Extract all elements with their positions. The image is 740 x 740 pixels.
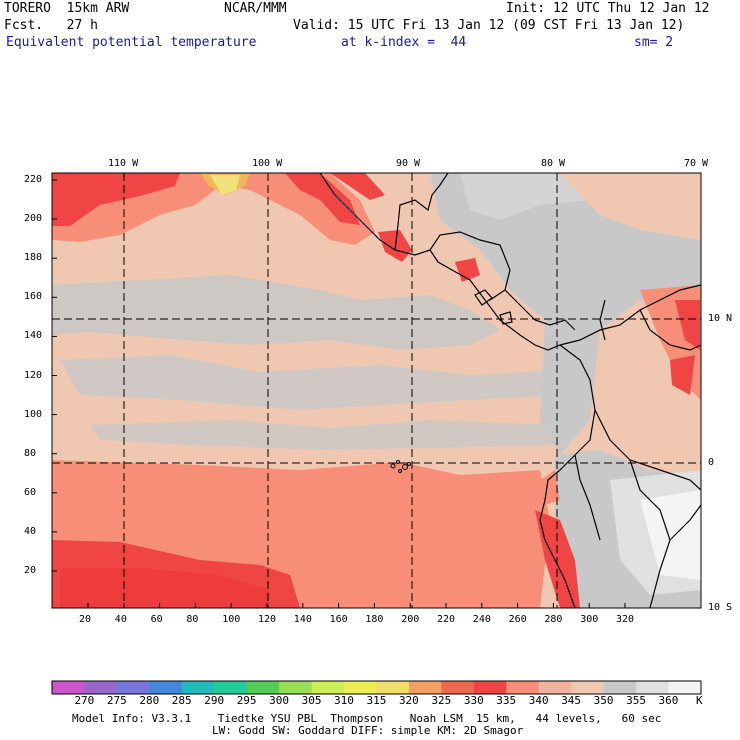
colorbar (51, 680, 702, 695)
colorbar-swatch (52, 681, 85, 694)
x-tick-label: 100 (222, 614, 241, 625)
y-tick-label: 140 (24, 330, 43, 342)
latitude-label: 10 S (708, 602, 733, 613)
model-title: TORERO 15km ARW (4, 1, 130, 16)
x-tick-label: 120 (258, 614, 277, 625)
colorbar-label: 305 (301, 694, 322, 707)
colorbar-swatch (279, 681, 313, 694)
colorbar-swatch (344, 681, 377, 694)
x-tick-label: 140 (293, 614, 312, 625)
x-tick-label: 200 (401, 614, 420, 625)
longitude-label: 70 W (684, 158, 709, 169)
x-tick-label: 20 (79, 614, 92, 625)
coastlines (319, 173, 701, 608)
colorbar-label: 290 (204, 694, 225, 707)
colorbar-swatch (408, 681, 442, 694)
valid-time: Valid: 15 UTC Fri 13 Jan 12 (09 CST Fri … (293, 18, 685, 33)
colorbar-label: 355 (626, 694, 646, 707)
x-tick-label: 40 (114, 614, 127, 625)
x-tick-label: 240 (472, 614, 491, 625)
longitude-label: 110 W (108, 158, 139, 169)
longitude-label: 90 W (396, 158, 421, 169)
colorbar-swatch (116, 681, 150, 694)
init-time: Init: 12 UTC Thu 12 Jan 12 (506, 1, 710, 16)
x-tick-label: 220 (437, 614, 456, 625)
y-tick-label: 120 (24, 369, 43, 381)
colorbar-frame (51, 680, 702, 695)
y-tick-label: 200 (24, 213, 43, 225)
x-tick-label: 80 (186, 614, 199, 625)
x-tick-label: 300 (580, 614, 599, 625)
latitude-label: 10 N (708, 313, 733, 324)
colorbar-label: 300 (269, 694, 290, 707)
y-tick-label: 20 (24, 565, 37, 576)
colorbar-label: 280 (139, 694, 160, 707)
theta-e-field (52, 173, 701, 608)
colorbar-label: 360 (658, 694, 679, 707)
field-name: Equivalent potential temperature (6, 35, 257, 50)
galapagos-islands (390, 460, 411, 473)
colorbar-label: 330 (463, 694, 484, 707)
colorbar-label: 320 (398, 694, 419, 707)
colorbar-swatch (506, 681, 540, 694)
x-tick-label: 160 (329, 614, 348, 625)
colorbar-swatch (603, 681, 637, 694)
y-tick-label: 100 (24, 408, 43, 420)
x-tick-label: 180 (365, 614, 384, 625)
longitude-label: 100 W (252, 158, 283, 169)
colorbar-swatch (473, 681, 507, 694)
colorbar-swatch (441, 681, 475, 694)
colorbar-swatch (311, 681, 345, 694)
y-tick-label: 220 (24, 174, 43, 185)
model-info-line2: LW: Godd SW: Goddard DIFF: simple KM: 2D… (212, 724, 524, 737)
colorbar-label: 325 (431, 694, 452, 707)
colorbar-swatch (149, 681, 183, 694)
latitude-label: 0 (708, 457, 715, 468)
y-tick-label: 60 (24, 486, 37, 498)
colorbar-swatch (214, 681, 248, 694)
x-tick-label: 320 (616, 614, 635, 625)
level-label: at k-index = 44 (341, 35, 467, 50)
y-tick-label: 160 (24, 291, 43, 303)
colorbar-label: 345 (561, 694, 582, 707)
colorbar-swatch (84, 681, 118, 694)
colorbar-label: 310 (334, 694, 354, 707)
longitude-label: 80 W (541, 158, 566, 169)
colorbar-unit: K (696, 694, 703, 707)
colorbar-swatch (181, 681, 215, 694)
x-tick-label: 280 (544, 614, 563, 625)
colorbar-label: 335 (496, 694, 517, 707)
x-tick-label: 60 (150, 614, 163, 625)
forecast-hour: Fcst. 27 h (4, 18, 98, 33)
model-info-line1: Model Info: V3.3.1 Tiedtke YSU PBL Thomp… (72, 712, 662, 725)
latlon-grid (52, 173, 701, 608)
smoothing-label: sm= 2 (634, 35, 674, 50)
colorbar-label: 295 (236, 694, 257, 707)
colorbar-label: 275 (106, 694, 127, 707)
colorbar-swatch (571, 681, 605, 694)
colorbar-swatch (636, 681, 670, 694)
colorbar-swatch (668, 681, 702, 694)
map-frame (51, 172, 702, 609)
colorbar-label: 285 (171, 694, 192, 707)
colorbar-label: 350 (593, 694, 614, 707)
y-tick-label: 180 (24, 252, 43, 264)
colorbar-swatch (246, 681, 280, 694)
y-tick-label: 80 (24, 447, 37, 459)
colorbar-swatch (376, 681, 410, 694)
y-tick-label: 40 (24, 525, 37, 537)
colorbar-label: 340 (528, 694, 549, 707)
colorbar-label: 270 (74, 694, 95, 707)
colorbar-label: 315 (366, 694, 387, 707)
organization-label: NCAR/MMM (224, 1, 287, 16)
colorbar-swatch (538, 681, 572, 694)
x-tick-label: 260 (508, 614, 527, 625)
